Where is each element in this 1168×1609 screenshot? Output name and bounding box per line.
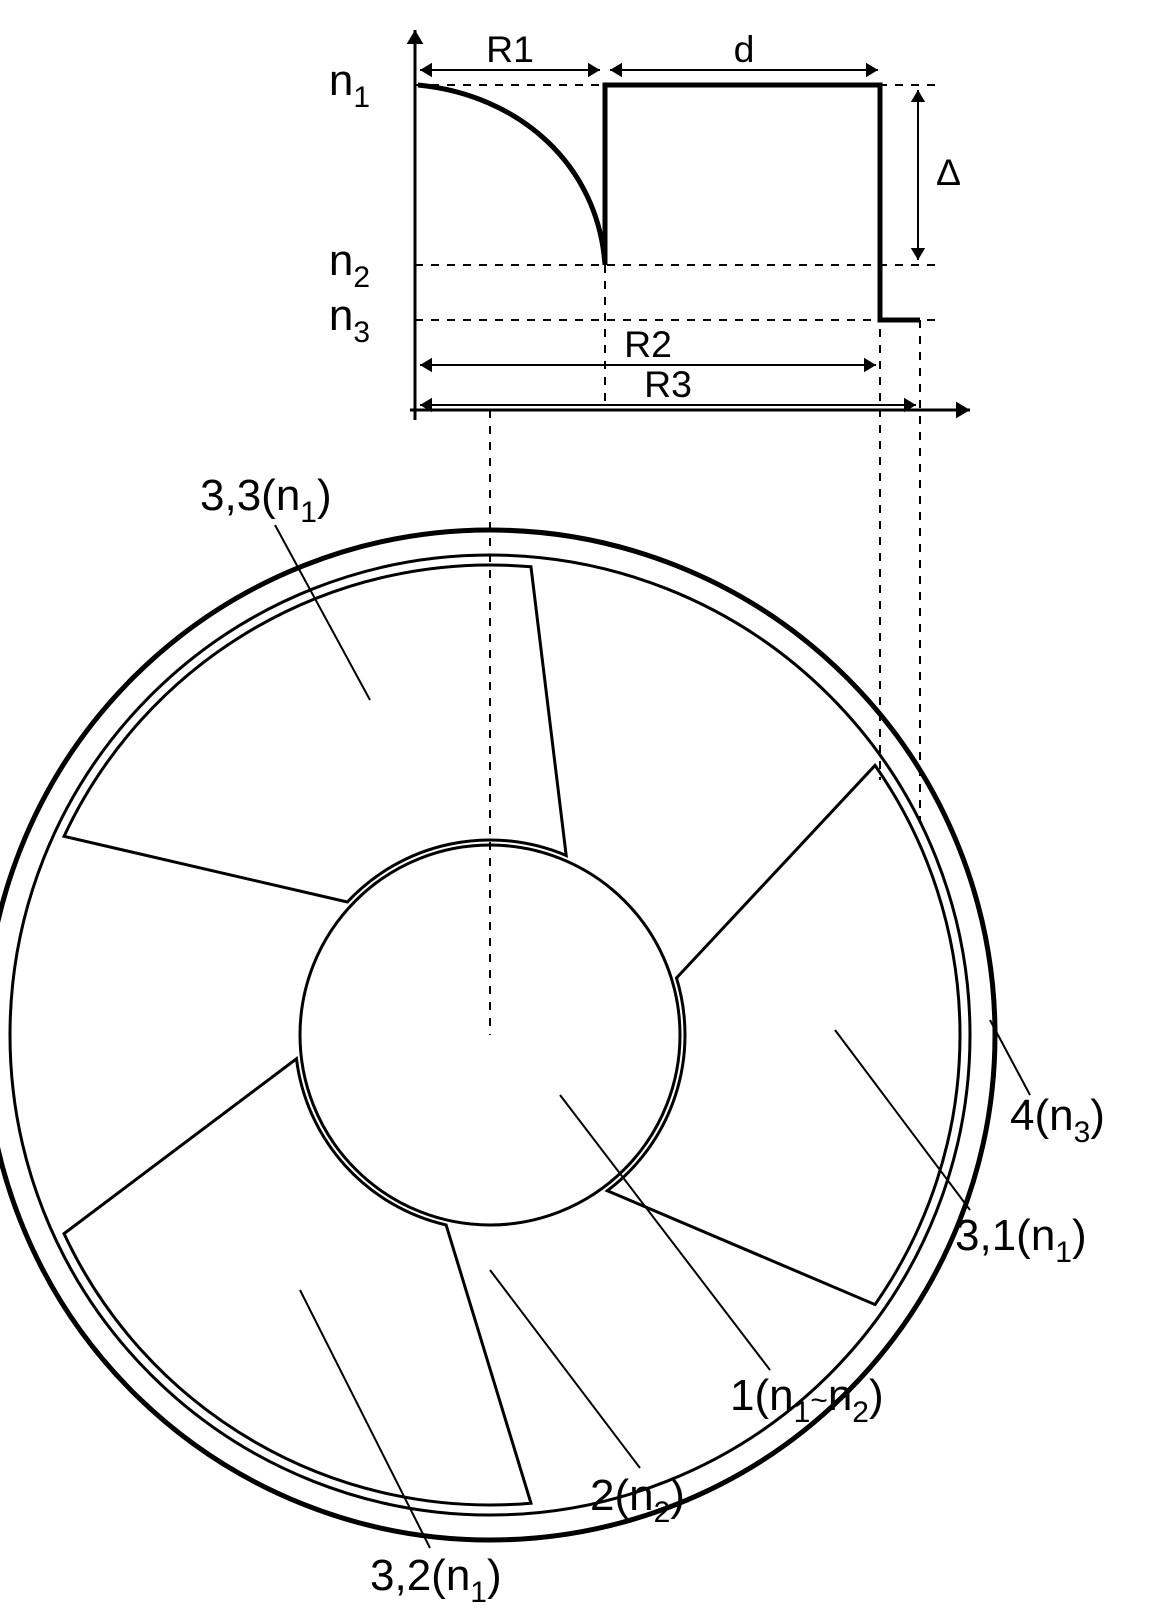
lab_1-leader — [560, 1095, 770, 1370]
blade-segment-2 — [64, 1059, 531, 1505]
index-profile-curve — [418, 85, 605, 265]
axis-label-n3: n3 — [329, 291, 370, 349]
lab_4-label: 4(n3) — [1010, 1091, 1105, 1149]
axis-label-n2: n2 — [329, 236, 370, 294]
diagram-svg: n1n2n3R1dΔR2R33,3(n1)4(n3)3,1(n1)1(n1~n2… — [0, 0, 1168, 1609]
lab_31-leader — [835, 1030, 970, 1210]
svg-text:d: d — [734, 28, 755, 70]
lab_31-label: 3,1(n1) — [955, 1211, 1087, 1269]
svg-text:Δ: Δ — [936, 151, 961, 193]
blade-segment-1 — [607, 765, 960, 1304]
lab_33-label: 3,3(n1) — [200, 471, 332, 529]
svg-text:R2: R2 — [624, 323, 672, 365]
lab_33-leader — [275, 525, 370, 700]
axis-label-n1: n1 — [329, 56, 370, 114]
lab_32-label: 3,2(n1) — [370, 1551, 502, 1609]
svg-text:R3: R3 — [644, 363, 692, 405]
svg-text:R1: R1 — [486, 28, 534, 70]
